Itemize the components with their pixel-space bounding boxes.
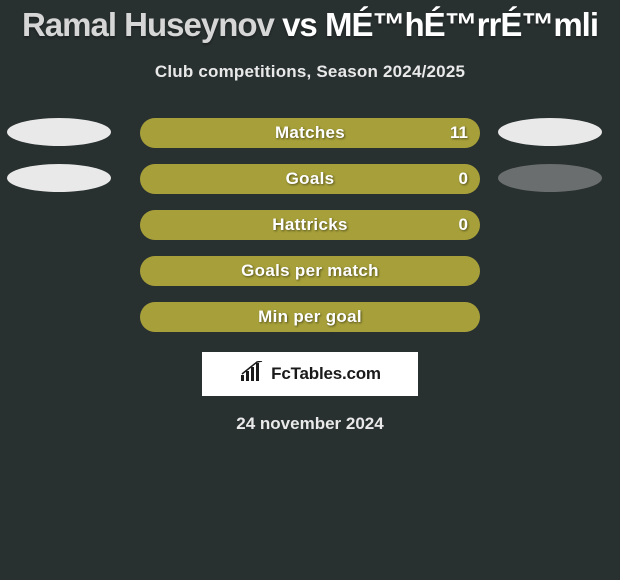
branding-box: FcTables.com (202, 352, 418, 396)
stat-row: Min per goal (0, 302, 620, 332)
right-ellipse (498, 164, 602, 192)
stat-row: Goals 0 (0, 164, 620, 194)
stat-row: Hattricks 0 (0, 210, 620, 240)
subtitle: Club competitions, Season 2024/2025 (0, 62, 620, 82)
stat-bar: Goals per match (140, 256, 480, 286)
stat-row: Matches 11 (0, 118, 620, 148)
stat-label: Goals per match (241, 261, 379, 281)
left-ellipse (7, 118, 111, 146)
footer-date: 24 november 2024 (0, 414, 620, 434)
stat-bar: Min per goal (140, 302, 480, 332)
stat-label: Goals (286, 169, 335, 189)
stat-label: Min per goal (258, 307, 362, 327)
chart-icon (239, 361, 265, 388)
stat-bar: Goals 0 (140, 164, 480, 194)
stat-label: Hattricks (272, 215, 347, 235)
branding-text: FcTables.com (271, 364, 381, 384)
stat-label: Matches (275, 123, 345, 143)
right-ellipse (498, 118, 602, 146)
stat-bar: Matches 11 (140, 118, 480, 148)
page-title: Ramal Huseynov vs MÉ™hÉ™rrÉ™mli (0, 0, 620, 44)
player1-name: Ramal Huseynov (22, 6, 274, 43)
stats-block: Matches 11 Goals 0 Hattricks 0 Goals per match… (0, 118, 620, 332)
comparison-infographic: Ramal Huseynov vs MÉ™hÉ™rrÉ™mli Club com… (0, 0, 620, 580)
stat-value: 11 (450, 123, 468, 143)
player2-name: MÉ™hÉ™rrÉ™mli (325, 6, 598, 43)
stat-bar: Hattricks 0 (140, 210, 480, 240)
stat-value: 0 (459, 169, 468, 189)
stat-row: Goals per match (0, 256, 620, 286)
left-ellipse (7, 164, 111, 192)
stat-value: 0 (459, 215, 468, 235)
vs-separator: vs (282, 6, 317, 43)
